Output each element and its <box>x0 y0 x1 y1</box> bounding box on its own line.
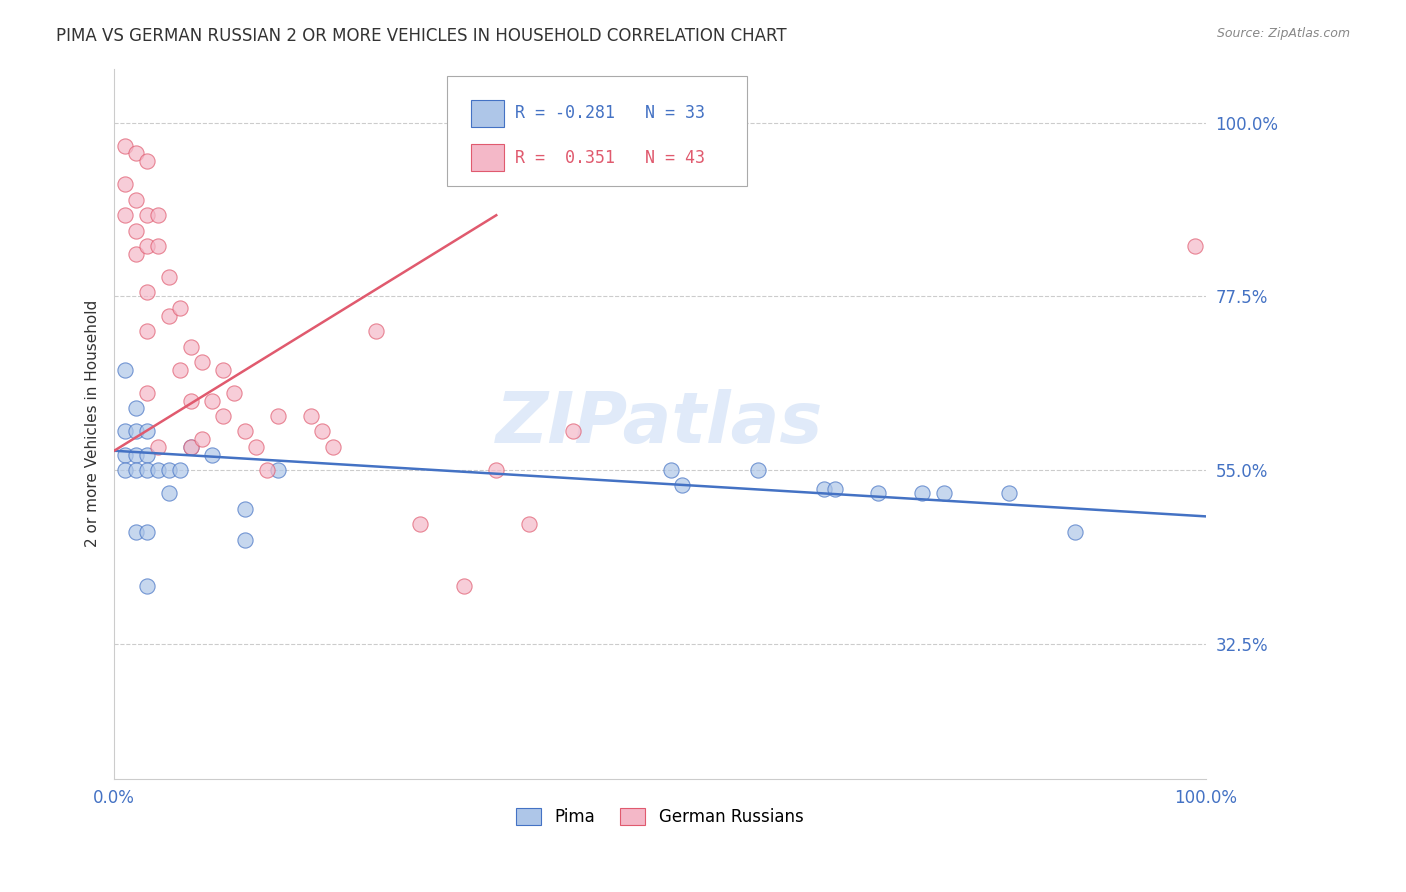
Point <box>136 425 159 439</box>
Point <box>517 517 540 532</box>
Point <box>245 440 267 454</box>
Point <box>136 239 159 253</box>
Point <box>157 270 180 285</box>
Text: R =  0.351   N = 43: R = 0.351 N = 43 <box>515 149 704 167</box>
Point <box>136 448 159 462</box>
FancyBboxPatch shape <box>447 76 748 186</box>
Point <box>212 362 235 376</box>
Point <box>671 478 693 492</box>
Point <box>136 524 159 539</box>
Y-axis label: 2 or more Vehicles in Household: 2 or more Vehicles in Household <box>86 300 100 548</box>
Point <box>136 208 159 222</box>
Point <box>136 385 159 400</box>
Point <box>1184 239 1206 253</box>
Point <box>256 463 278 477</box>
Point <box>146 440 169 454</box>
Point <box>157 486 180 500</box>
Point <box>233 501 256 516</box>
Point <box>180 440 202 454</box>
Point <box>180 339 202 353</box>
Point <box>233 533 256 547</box>
Point <box>136 463 159 477</box>
Legend: Pima, German Russians: Pima, German Russians <box>508 800 811 835</box>
Point <box>201 393 224 408</box>
FancyBboxPatch shape <box>471 144 503 171</box>
Text: R = -0.281   N = 33: R = -0.281 N = 33 <box>515 104 704 122</box>
Point <box>125 524 148 539</box>
Point <box>321 440 343 454</box>
Text: PIMA VS GERMAN RUSSIAN 2 OR MORE VEHICLES IN HOUSEHOLD CORRELATION CHART: PIMA VS GERMAN RUSSIAN 2 OR MORE VEHICLE… <box>56 27 787 45</box>
Point <box>180 440 202 454</box>
Point <box>233 425 256 439</box>
Point <box>190 432 212 446</box>
Point <box>146 239 169 253</box>
Point <box>813 483 835 497</box>
Point <box>114 448 136 462</box>
Point <box>169 362 191 376</box>
Point <box>169 463 191 477</box>
Point <box>125 247 148 261</box>
Point <box>267 409 290 423</box>
Point <box>824 483 846 497</box>
Point <box>125 146 148 161</box>
Point <box>114 208 136 222</box>
Point <box>1063 524 1085 539</box>
Point <box>169 301 191 315</box>
Point <box>911 486 934 500</box>
Point <box>125 463 148 477</box>
Point <box>136 324 159 338</box>
Point <box>114 178 136 192</box>
Point <box>136 154 159 169</box>
Point <box>366 324 388 338</box>
Point <box>146 208 169 222</box>
Point <box>125 448 148 462</box>
Point <box>659 463 682 477</box>
Point <box>868 486 890 500</box>
Point <box>125 425 148 439</box>
Point <box>180 393 202 408</box>
Text: ZIPatlas: ZIPatlas <box>496 389 824 458</box>
Point <box>136 285 159 300</box>
Point <box>932 486 955 500</box>
FancyBboxPatch shape <box>471 100 503 127</box>
Point <box>146 463 169 477</box>
Point <box>409 517 432 532</box>
Point <box>311 425 333 439</box>
Point <box>267 463 290 477</box>
Point <box>125 193 148 207</box>
Point <box>190 355 212 369</box>
Point <box>561 425 583 439</box>
Text: Source: ZipAtlas.com: Source: ZipAtlas.com <box>1216 27 1350 40</box>
Point <box>114 138 136 153</box>
Point <box>485 463 508 477</box>
Point <box>453 579 475 593</box>
Point <box>299 409 322 423</box>
Point <box>212 409 235 423</box>
Point <box>201 448 224 462</box>
Point <box>747 463 769 477</box>
Point <box>224 385 246 400</box>
Point <box>157 309 180 323</box>
Point <box>998 486 1021 500</box>
Point <box>114 362 136 376</box>
Point <box>125 401 148 416</box>
Point <box>114 425 136 439</box>
Point <box>157 463 180 477</box>
Point <box>114 463 136 477</box>
Point <box>125 224 148 238</box>
Point <box>136 579 159 593</box>
